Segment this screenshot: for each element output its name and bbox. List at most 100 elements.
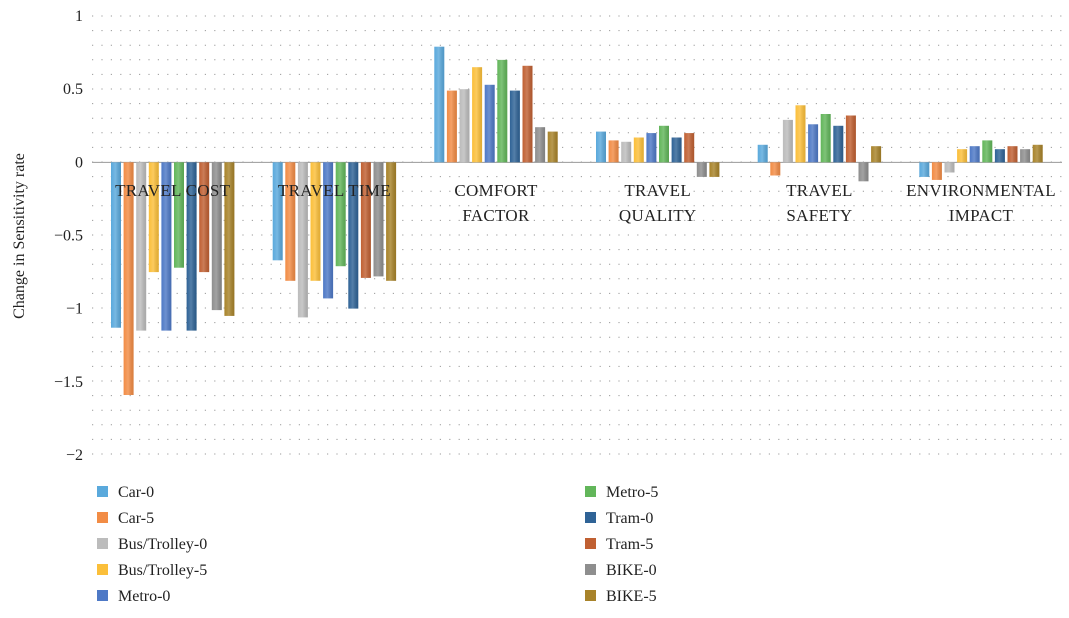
y-tick-label: −1 [66, 301, 83, 318]
category-label: COMFORT [454, 181, 538, 200]
bar-shading [174, 162, 184, 268]
y-tick-label: 1 [75, 8, 83, 25]
legend-label: Car-5 [118, 510, 154, 527]
category-label: QUALITY [619, 206, 697, 225]
bar-shading [323, 162, 334, 299]
y-tick-label: 0.5 [63, 81, 83, 98]
legend-swatch [97, 486, 108, 497]
legend-label: Tram-0 [606, 510, 653, 527]
legend-swatch [97, 590, 108, 601]
bar-shading [148, 162, 159, 273]
bar-shading [1020, 149, 1031, 163]
legend-swatch [97, 564, 108, 575]
bar-shading [285, 162, 296, 281]
legend-label: Metro-0 [118, 588, 170, 605]
legend-swatch [585, 538, 596, 549]
bar-shading [919, 162, 930, 177]
bar-shading [770, 162, 781, 176]
bar-shading [199, 162, 210, 273]
legend-label: BIKE-5 [606, 588, 657, 605]
bar-shading [659, 125, 669, 163]
bar-shading [957, 149, 968, 163]
y-tick-label: −0.5 [54, 228, 83, 245]
legend-swatch [585, 486, 596, 497]
bar-shading [348, 162, 359, 309]
bar-shading [446, 90, 457, 163]
bar-shading [795, 105, 806, 163]
bar-shading [297, 162, 308, 318]
bar-shading [757, 144, 768, 163]
legend-swatch [585, 590, 596, 601]
bar-shading [1007, 146, 1018, 163]
bar-shading [858, 162, 869, 182]
bar-shading [684, 133, 695, 163]
bar-shading [136, 162, 147, 331]
category-label: TRAVEL [786, 181, 853, 200]
bar-shading [709, 162, 720, 177]
bar-shading [335, 162, 346, 267]
bar-shading [123, 162, 134, 395]
bar-shading [782, 119, 793, 163]
legend-label: Bus/Trolley-0 [118, 536, 207, 553]
y-axis-ticks: 1 0.5 0 −0.5 −1 −1.5 −2 [54, 8, 83, 464]
bar-shading [186, 162, 197, 331]
y-axis-label: Change in Sensitivity rate [11, 153, 28, 319]
bar-shading [386, 162, 397, 281]
bar-shading [224, 162, 235, 316]
y-tick-label: −2 [66, 447, 83, 464]
bar-shading [671, 137, 682, 163]
legend: Car-0 Car-5 Bus/Trolley-0 Bus/Trolley-5 Metr… [97, 484, 658, 605]
bar-shading [434, 46, 445, 163]
dotted-grid [92, 15, 1062, 455]
bar-shading [633, 137, 644, 163]
y-tick-label: −1.5 [54, 374, 83, 391]
category-label: TRAVEL TIME [278, 181, 391, 200]
bar-shading [845, 115, 856, 163]
bar-shading [111, 162, 121, 328]
bar-shading [808, 124, 819, 163]
legend-swatch [97, 538, 108, 549]
bar-shading [696, 162, 707, 177]
bar-shading [373, 162, 384, 277]
legend-swatch [97, 512, 108, 523]
bar-shading [994, 149, 1005, 163]
bar-shading [871, 146, 882, 163]
bar-shading [608, 140, 619, 163]
bar-shading [833, 125, 844, 163]
category-label: IMPACT [949, 206, 1014, 225]
bar-shading [459, 89, 470, 163]
bars [111, 46, 1043, 395]
category-label: TRAVEL COST [115, 181, 231, 200]
bar-shading [522, 65, 533, 163]
legend-label: Bus/Trolley-5 [118, 562, 207, 579]
bar-shading [497, 59, 508, 163]
bar-shading [484, 84, 495, 163]
category-label: TRAVEL [624, 181, 691, 200]
legend-swatch [585, 512, 596, 523]
bar-shading [982, 140, 993, 163]
bar-shading [472, 67, 483, 163]
category-label: SAFETY [786, 206, 852, 225]
y-tick-label: 0 [75, 154, 83, 171]
bar-shading [1032, 144, 1043, 163]
category-labels: TRAVEL COST TRAVEL TIME COMFORT FACTOR TRAVE… [115, 181, 1056, 225]
bar-shading [360, 162, 371, 278]
bar-shading [646, 133, 657, 163]
category-label: FACTOR [462, 206, 530, 225]
legend-label: Metro-5 [606, 484, 658, 501]
legend-label: Car-0 [118, 484, 154, 501]
legend-label: Tram-5 [606, 536, 653, 553]
bar-shading [211, 162, 222, 311]
legend-swatch [585, 564, 596, 575]
bar-shading [547, 131, 558, 163]
bar-shading [621, 141, 632, 163]
bar-shading [535, 127, 546, 163]
bar-shading [969, 146, 980, 163]
bar-shading [931, 162, 942, 180]
bar-shading [272, 162, 283, 261]
category-label: ENVIRONMENTAL [906, 181, 1056, 200]
bar-shading [310, 162, 321, 281]
bar-shading [596, 131, 606, 163]
bar-shading [509, 90, 520, 163]
